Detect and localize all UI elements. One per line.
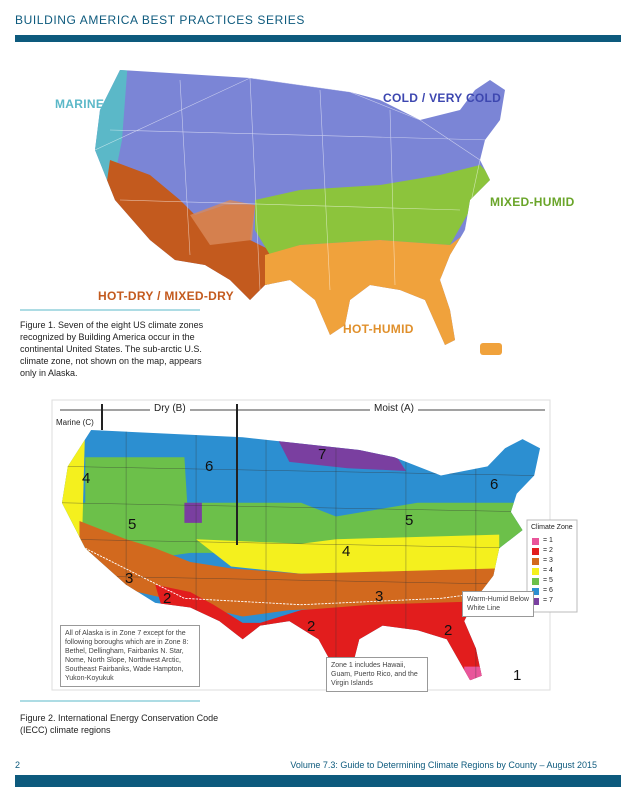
legend-swatch — [532, 558, 539, 565]
zone-label: MIXED-HUMID — [490, 195, 575, 209]
legend-item: = 5 — [543, 577, 553, 584]
zone-number: 5 — [128, 516, 137, 533]
footer-title: Volume 7.3: Guide to Determining Climate… — [290, 760, 597, 770]
legend-swatch — [532, 588, 539, 595]
legend-swatch — [532, 548, 539, 555]
legend-title: Climate Zone — [531, 524, 573, 531]
zone-number: 2 — [163, 590, 172, 607]
zone-number: 2 — [444, 622, 453, 639]
zone-number: 4 — [342, 543, 351, 560]
legend-box — [526, 519, 578, 613]
zone-number: 1 — [513, 667, 522, 684]
zone-label: HOT-HUMID — [343, 322, 414, 336]
legend-item: = 7 — [543, 597, 553, 604]
legend-swatch — [532, 568, 539, 575]
region-label: Moist (A) — [370, 403, 418, 414]
zone-number: 6 — [490, 476, 499, 493]
zone-label: COLD / VERY COLD — [383, 91, 502, 105]
zone-label: MARINE — [55, 97, 105, 111]
zone-number: 3 — [125, 570, 134, 587]
zone-label: HOT-DRY / MIXED-DRY — [98, 289, 234, 303]
series-title: BUILDING AMERICA BEST PRACTICES SERIES — [15, 13, 305, 27]
map-note: All of Alaska is in Zone 7 except for th… — [60, 625, 200, 687]
zone-number: 4 — [82, 470, 91, 487]
map-note: Zone 1 includes Hawaii, Guam, Puerto Ric… — [326, 657, 428, 692]
region-label: Marine (C) — [56, 418, 94, 427]
header-bar — [15, 35, 621, 42]
figure-caption: Figure 1. Seven of the eight US climate … — [20, 320, 204, 378]
puerto-rico — [480, 343, 502, 355]
zone-number: 3 — [375, 588, 384, 605]
legend-item: = 3 — [543, 557, 553, 564]
region-label: Dry (B) — [150, 403, 190, 414]
page-number: 2 — [15, 760, 21, 770]
legend-item: = 4 — [543, 567, 553, 574]
legend-item: = 1 — [543, 537, 553, 544]
zone-number: 2 — [307, 618, 316, 635]
footer-bar — [15, 775, 621, 787]
legend-item: = 2 — [543, 547, 553, 554]
zone-number: 5 — [405, 512, 414, 529]
zone-number: 6 — [205, 458, 214, 475]
figure-caption: Figure 2. International Energy Conservat… — [20, 713, 219, 735]
zone-number: 7 — [318, 446, 327, 463]
legend-swatch — [532, 538, 539, 545]
legend-item: = 6 — [543, 587, 553, 594]
map-note: Warm-Humid Below White Line — [462, 591, 534, 617]
legend-swatch — [532, 578, 539, 585]
legend-swatch — [532, 598, 539, 605]
